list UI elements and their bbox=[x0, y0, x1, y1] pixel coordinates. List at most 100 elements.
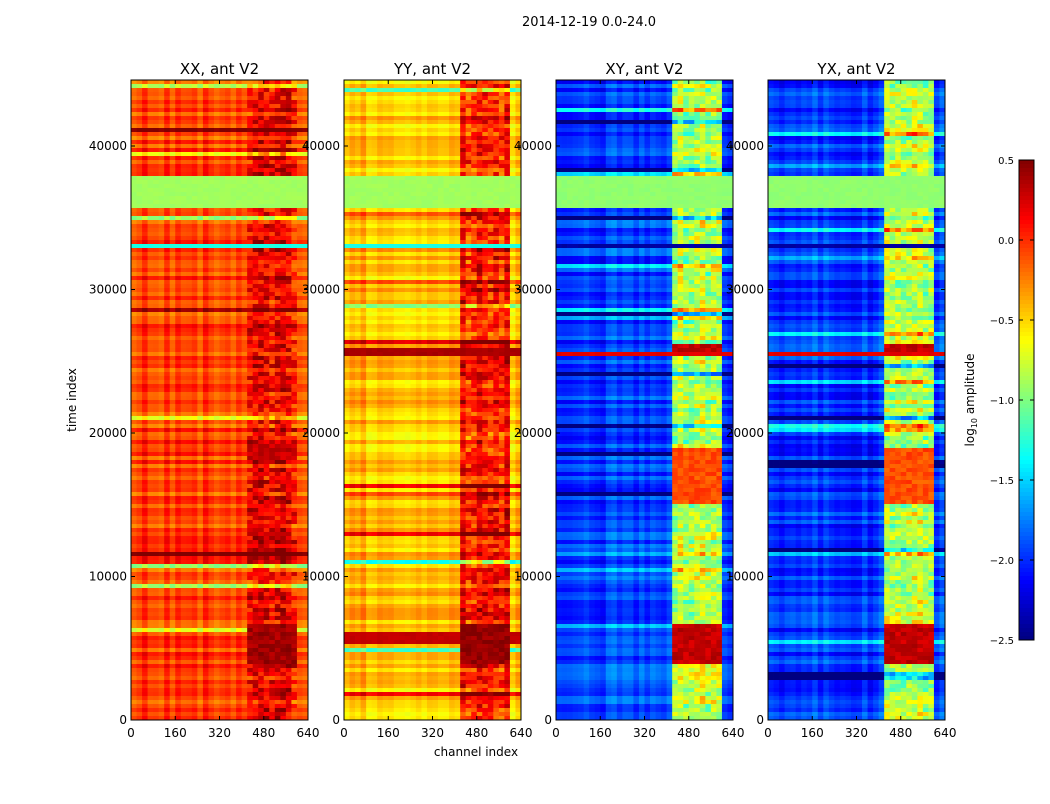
heatmap-cell bbox=[158, 228, 165, 233]
heatmap-cell bbox=[142, 628, 148, 633]
heatmap-cell bbox=[302, 184, 309, 189]
heatmap-cell bbox=[164, 148, 171, 153]
heatmap-cell bbox=[274, 216, 281, 221]
heatmap-cell bbox=[236, 396, 243, 401]
heatmap-cell bbox=[142, 692, 148, 697]
heatmap-cell bbox=[131, 304, 137, 309]
heatmap-cell bbox=[274, 616, 281, 621]
heatmap-cell bbox=[263, 696, 270, 701]
heatmap-cell bbox=[136, 312, 143, 317]
heatmap-cell bbox=[291, 276, 298, 281]
heatmap-cell bbox=[296, 516, 303, 521]
heatmap-cell bbox=[236, 84, 243, 89]
heatmap-cell bbox=[247, 360, 254, 365]
heatmap-cell bbox=[208, 172, 215, 177]
heatmap-cell bbox=[142, 492, 148, 497]
heatmap-cell bbox=[191, 104, 198, 109]
heatmap-cell bbox=[191, 452, 198, 457]
heatmap-cell bbox=[186, 404, 193, 409]
heatmap-cell bbox=[169, 680, 176, 685]
heatmap-cell bbox=[136, 420, 143, 425]
heatmap-cell bbox=[241, 368, 248, 373]
heatmap-cell bbox=[274, 568, 281, 573]
heatmap-cell bbox=[274, 400, 281, 405]
heatmap-cell bbox=[252, 192, 259, 197]
heatmap-cell bbox=[285, 432, 292, 437]
heatmap-cell bbox=[147, 520, 154, 525]
heatmap-cell bbox=[164, 256, 171, 261]
heatmap-cell bbox=[274, 212, 281, 217]
heatmap-cell bbox=[180, 220, 187, 225]
heatmap-cell bbox=[147, 608, 154, 613]
heatmap-cell bbox=[230, 440, 237, 445]
heatmap-cell bbox=[147, 368, 154, 373]
heatmap-cell bbox=[302, 192, 309, 197]
heatmap-cell bbox=[280, 216, 287, 221]
heatmap-cell bbox=[236, 280, 243, 285]
heatmap-cell bbox=[296, 656, 303, 661]
heatmap-cell bbox=[302, 536, 309, 541]
heatmap-cell bbox=[164, 568, 171, 573]
heatmap-cell bbox=[247, 368, 254, 373]
heatmap-cell bbox=[153, 104, 160, 109]
heatmap-cell bbox=[291, 112, 298, 117]
heatmap-cell bbox=[147, 700, 154, 705]
heatmap-cell bbox=[142, 456, 148, 461]
heatmap-cell bbox=[280, 220, 287, 225]
heatmap-cell bbox=[131, 404, 137, 409]
heatmap-cell bbox=[180, 384, 187, 389]
heatmap-cell bbox=[274, 428, 281, 433]
heatmap-cell bbox=[258, 540, 265, 545]
heatmap-cell bbox=[285, 120, 292, 125]
heatmap-cell bbox=[142, 284, 148, 289]
heatmap-cell bbox=[136, 172, 143, 177]
heatmap-cell bbox=[142, 500, 148, 505]
heatmap-cell bbox=[175, 288, 182, 293]
heatmap-cell bbox=[280, 604, 287, 609]
heatmap-cell bbox=[225, 340, 231, 345]
heatmap-cell bbox=[153, 456, 160, 461]
heatmap-cell bbox=[142, 244, 148, 249]
heatmap-cell bbox=[158, 440, 165, 445]
heatmap-cell bbox=[142, 472, 148, 477]
heatmap-cell bbox=[219, 512, 226, 517]
heatmap-cell bbox=[219, 380, 226, 385]
heatmap-cell bbox=[191, 128, 198, 133]
heatmap-cell bbox=[285, 328, 292, 333]
heatmap-cell bbox=[131, 484, 137, 489]
heatmap-cell bbox=[213, 532, 220, 537]
heatmap-cell bbox=[175, 588, 182, 593]
heatmap-cell bbox=[180, 588, 187, 593]
heatmap-cell bbox=[191, 320, 198, 325]
heatmap-cell bbox=[263, 612, 270, 617]
heatmap-cell bbox=[291, 652, 298, 657]
heatmap-cell bbox=[153, 196, 160, 201]
heatmap-cell bbox=[219, 264, 226, 269]
heatmap-cell bbox=[197, 336, 204, 341]
heatmap-cell bbox=[175, 540, 182, 545]
heatmap-cell bbox=[241, 604, 248, 609]
heatmap-cell bbox=[225, 188, 231, 193]
heatmap-cell bbox=[169, 324, 176, 329]
heatmap-cell bbox=[291, 108, 298, 113]
heatmap-cell bbox=[291, 536, 298, 541]
heatmap-cell bbox=[136, 180, 143, 185]
heatmap-cell bbox=[269, 160, 276, 165]
heatmap-cell bbox=[164, 540, 171, 545]
heatmap-cell bbox=[269, 684, 276, 689]
heatmap-cell bbox=[296, 316, 303, 321]
heatmap-cell bbox=[164, 120, 171, 125]
heatmap-cell bbox=[285, 156, 292, 161]
heatmap-cell bbox=[269, 476, 276, 481]
heatmap-cell bbox=[175, 528, 182, 533]
heatmap-cell bbox=[136, 112, 143, 117]
heatmap-cell bbox=[252, 80, 259, 85]
heatmap-cell bbox=[208, 448, 215, 453]
heatmap-cell bbox=[302, 608, 309, 613]
heatmap-cell bbox=[219, 544, 226, 549]
heatmap-cell bbox=[291, 228, 298, 233]
heatmap-cell bbox=[274, 556, 281, 561]
heatmap-cell bbox=[180, 292, 187, 297]
heatmap-cell bbox=[241, 276, 248, 281]
heatmap-cell bbox=[191, 268, 198, 273]
